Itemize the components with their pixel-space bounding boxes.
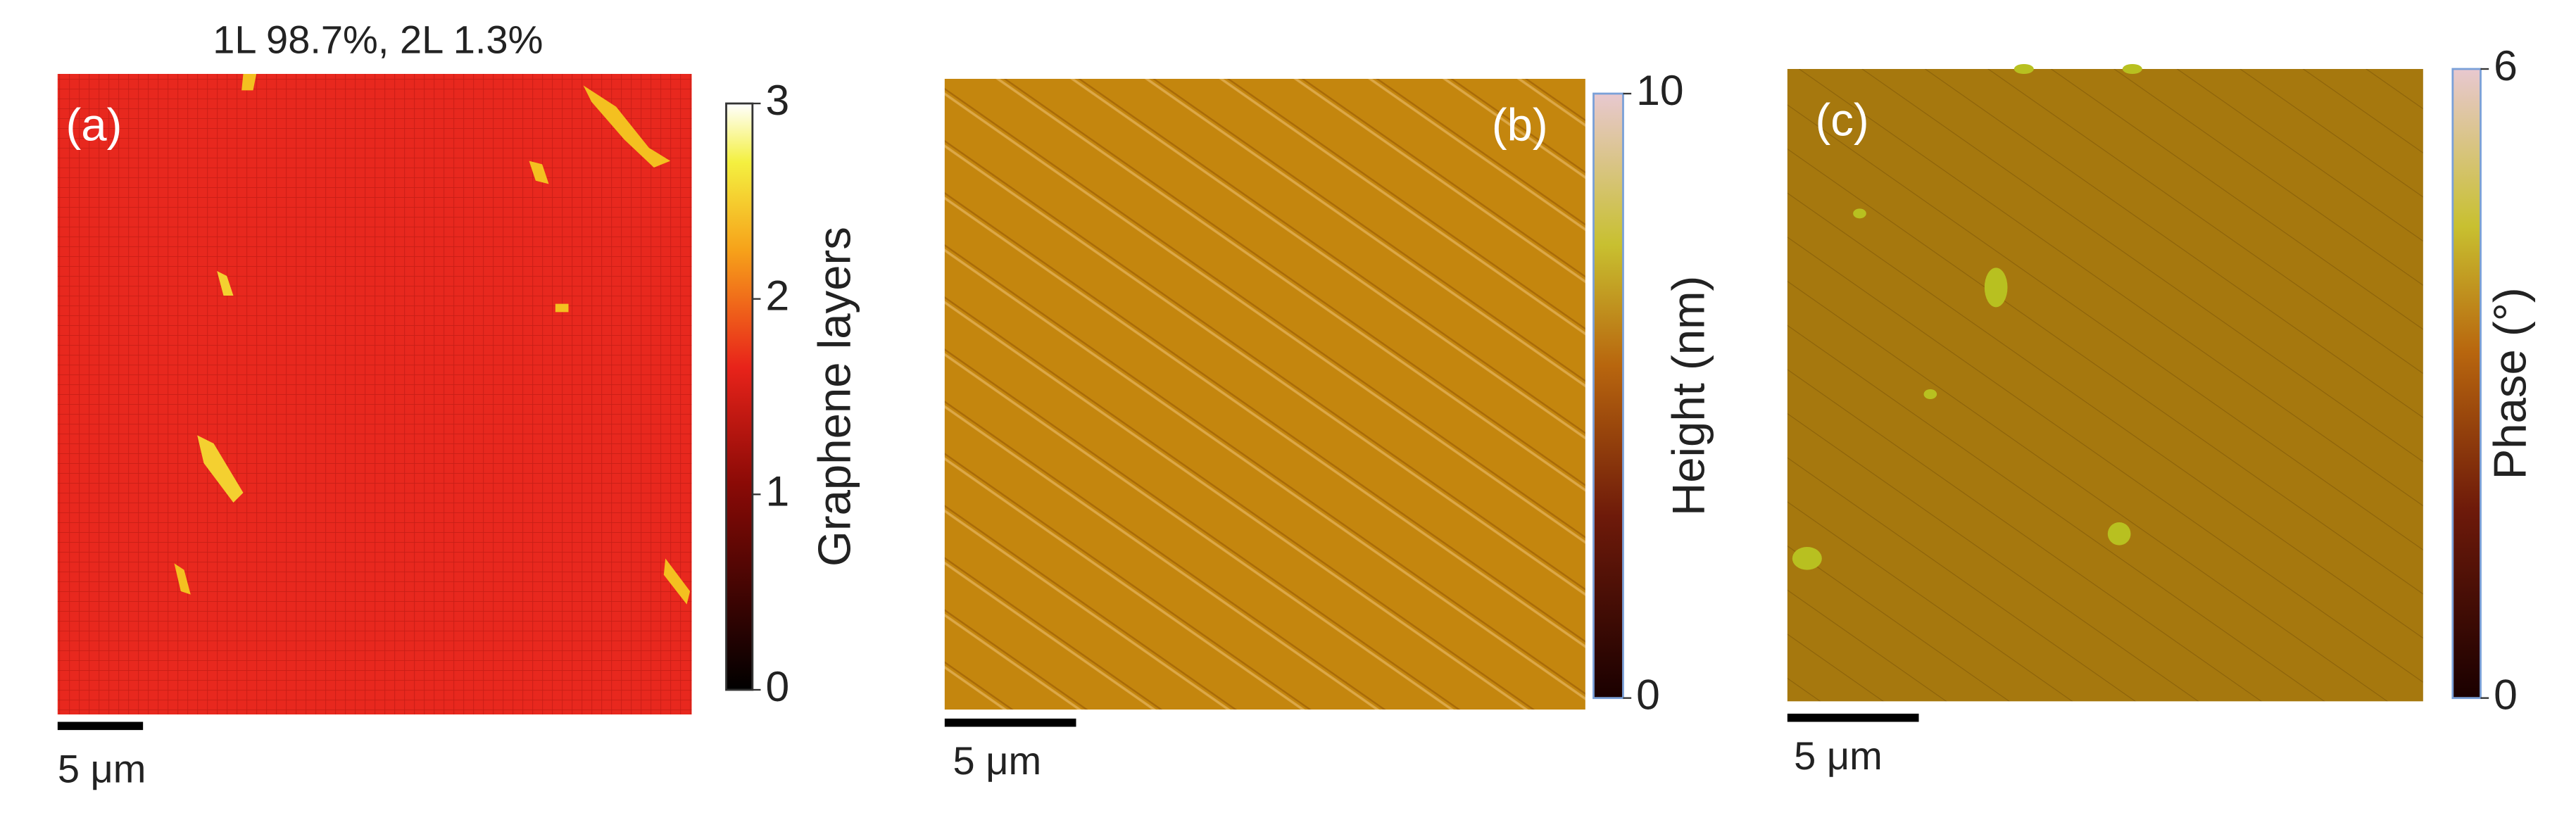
phase-island [1984, 267, 2008, 308]
scale-bar-label: 5 μm [1794, 733, 1883, 778]
phase-island [2122, 64, 2142, 74]
afm-image [944, 79, 1585, 710]
phase-island [1853, 208, 1866, 219]
bilayer-islands [174, 74, 691, 605]
colorbar-tick-label: 6 [2494, 42, 2518, 89]
colorbar [725, 102, 754, 691]
colorbar-tick-label: 0 [1636, 671, 1660, 719]
phase-island [1792, 547, 1822, 570]
colorbar-tick-label: 3 [765, 76, 789, 124]
colorbar-tick-label: 0 [2494, 671, 2518, 719]
phase-island [1923, 389, 1937, 399]
panel-label: (b) [1492, 99, 1548, 150]
colorbar-label: Phase (°) [2484, 287, 2535, 479]
colorbar-tick-label: 2 [765, 272, 789, 320]
afm-image [57, 74, 692, 714]
phase-island [2107, 522, 2131, 546]
panel-label: (a) [66, 99, 122, 150]
colorbar [2451, 68, 2482, 700]
colorbar-label: Graphene layers [808, 227, 860, 567]
panel-label: (c) [1816, 94, 1869, 145]
colorbar-tick-label: 1 [765, 467, 789, 515]
afm-image [1787, 69, 2423, 702]
colorbar-tick-label: 10 [1636, 66, 1683, 114]
colorbar-tick-label: 0 [765, 662, 789, 710]
phase-island [2013, 64, 2034, 74]
colorbar-label: Height (nm) [1663, 276, 1714, 516]
colorbar [1592, 92, 1624, 700]
panel-title: 1L 98.7%, 2L 1.3% [213, 17, 543, 61]
scale-bar-label: 5 μm [953, 738, 1042, 783]
scale-bar-label: 5 μm [58, 746, 146, 790]
